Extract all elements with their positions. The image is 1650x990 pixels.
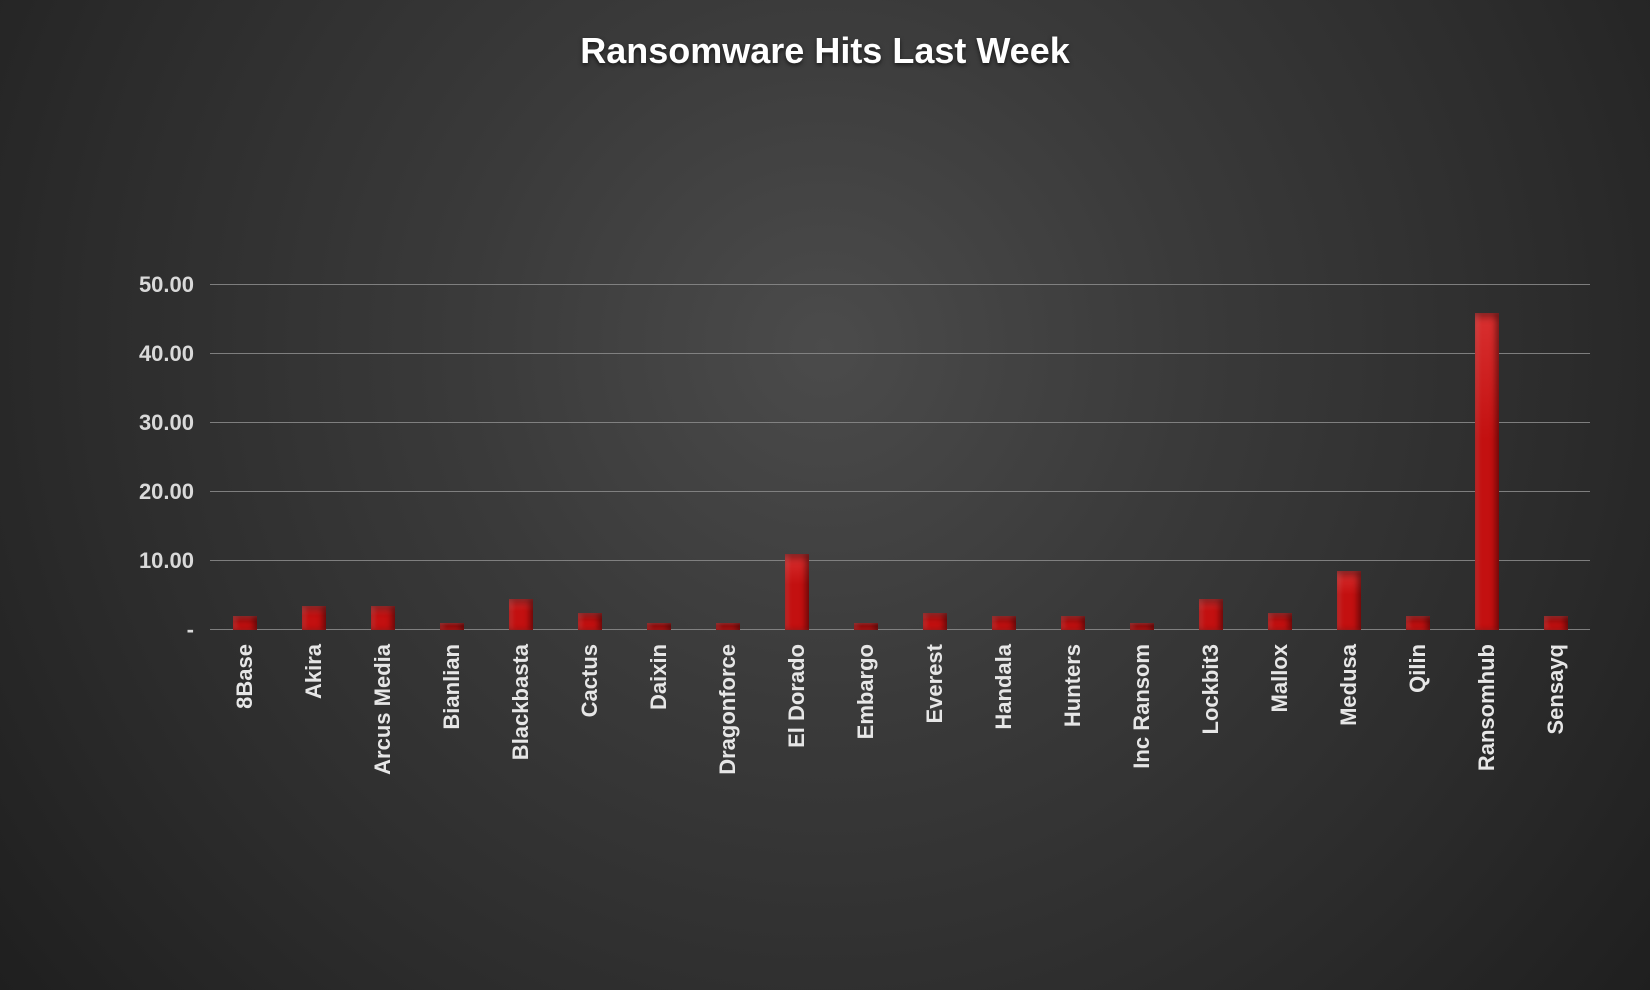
y-tick-label: 10.00 xyxy=(139,548,210,574)
bar xyxy=(1475,313,1499,630)
plot-area: -10.0020.0030.0040.0050.00 xyxy=(210,285,1590,630)
x-label-slot: Arcus Media xyxy=(348,630,417,631)
x-label: Handala xyxy=(991,644,1017,730)
bar-slot xyxy=(693,285,762,630)
x-label-slot: Everest xyxy=(900,630,969,631)
x-label: Arcus Media xyxy=(370,644,396,775)
x-label-slot: Hunters xyxy=(1038,630,1107,631)
bar-slot xyxy=(348,285,417,630)
bar-slot xyxy=(969,285,1038,630)
bar xyxy=(371,606,395,630)
x-label-slot: Embargo xyxy=(831,630,900,631)
bar xyxy=(509,599,533,630)
chart-stage: Ransomware Hits Last Week -10.0020.0030.… xyxy=(0,0,1650,990)
bar-slot xyxy=(1452,285,1521,630)
x-label: Cactus xyxy=(577,644,603,717)
x-labels: 8BaseAkiraArcus MediaBianlianBlackbastaC… xyxy=(210,630,1590,631)
bar-slot xyxy=(1176,285,1245,630)
bar-slot xyxy=(624,285,693,630)
bar xyxy=(854,623,878,630)
bar-slot xyxy=(1521,285,1590,630)
bar-slot xyxy=(762,285,831,630)
y-tick-label: 30.00 xyxy=(139,410,210,436)
x-label-slot: Daixin xyxy=(624,630,693,631)
bar-slot xyxy=(1107,285,1176,630)
x-label: Embargo xyxy=(853,644,879,739)
bar xyxy=(1061,616,1085,630)
x-label: Dragonforce xyxy=(715,644,741,775)
x-label: Everest xyxy=(922,644,948,724)
bar xyxy=(1199,599,1223,630)
bar-container xyxy=(210,285,1590,630)
y-tick-label: 20.00 xyxy=(139,479,210,505)
bar xyxy=(440,623,464,630)
x-label: Sensayq xyxy=(1543,644,1569,735)
x-label: Daixin xyxy=(646,644,672,710)
bar xyxy=(1268,613,1292,630)
bar xyxy=(1130,623,1154,630)
bar-slot xyxy=(210,285,279,630)
bar xyxy=(716,623,740,630)
x-label-slot: Dragonforce xyxy=(693,630,762,631)
x-label: 8Base xyxy=(232,644,258,709)
x-label: Medusa xyxy=(1336,644,1362,726)
x-label-slot: Lockbit3 xyxy=(1176,630,1245,631)
x-label: Qilin xyxy=(1405,644,1431,693)
x-label-slot: Akira xyxy=(279,630,348,631)
x-label-slot: Bianlian xyxy=(417,630,486,631)
bar-slot xyxy=(555,285,624,630)
bar-slot xyxy=(831,285,900,630)
x-label: Mallox xyxy=(1267,644,1293,712)
bar xyxy=(233,616,257,630)
x-label: Ransomhub xyxy=(1474,644,1500,771)
bar-slot xyxy=(279,285,348,630)
x-label: Inc Ransom xyxy=(1129,644,1155,769)
bar-slot xyxy=(1314,285,1383,630)
bar-slot xyxy=(1383,285,1452,630)
x-label: Bianlian xyxy=(439,644,465,730)
bar xyxy=(992,616,1016,630)
x-label-slot: 8Base xyxy=(210,630,279,631)
y-tick-label: 40.00 xyxy=(139,341,210,367)
bar-slot xyxy=(417,285,486,630)
bar xyxy=(647,623,671,630)
x-label-slot: Qilin xyxy=(1383,630,1452,631)
bar-slot xyxy=(486,285,555,630)
x-label-slot: Mallox xyxy=(1245,630,1314,631)
x-label: Hunters xyxy=(1060,644,1086,727)
bar-slot xyxy=(1245,285,1314,630)
x-label-slot: Blackbasta xyxy=(486,630,555,631)
chart-title: Ransomware Hits Last Week xyxy=(0,30,1650,72)
x-label: Blackbasta xyxy=(508,644,534,760)
x-label-slot: Sensayq xyxy=(1521,630,1590,631)
x-label-slot: Ransomhub xyxy=(1452,630,1521,631)
bar xyxy=(302,606,326,630)
bar xyxy=(1337,571,1361,630)
x-label-slot: Inc Ransom xyxy=(1107,630,1176,631)
chart-area: -10.0020.0030.0040.0050.00 8BaseAkiraArc… xyxy=(210,285,1590,630)
y-tick-label: - xyxy=(187,617,210,643)
bar xyxy=(785,554,809,630)
x-label-slot: Medusa xyxy=(1314,630,1383,631)
bar-slot xyxy=(900,285,969,630)
x-label-slot: Cactus xyxy=(555,630,624,631)
x-label-slot: El Dorado xyxy=(762,630,831,631)
x-label: El Dorado xyxy=(784,644,810,748)
y-tick-label: 50.00 xyxy=(139,272,210,298)
bar xyxy=(1544,616,1568,630)
bar xyxy=(923,613,947,630)
bar xyxy=(578,613,602,630)
x-label: Lockbit3 xyxy=(1198,644,1224,734)
bar-slot xyxy=(1038,285,1107,630)
x-label: Akira xyxy=(301,644,327,699)
x-label-slot: Handala xyxy=(969,630,1038,631)
bar xyxy=(1406,616,1430,630)
